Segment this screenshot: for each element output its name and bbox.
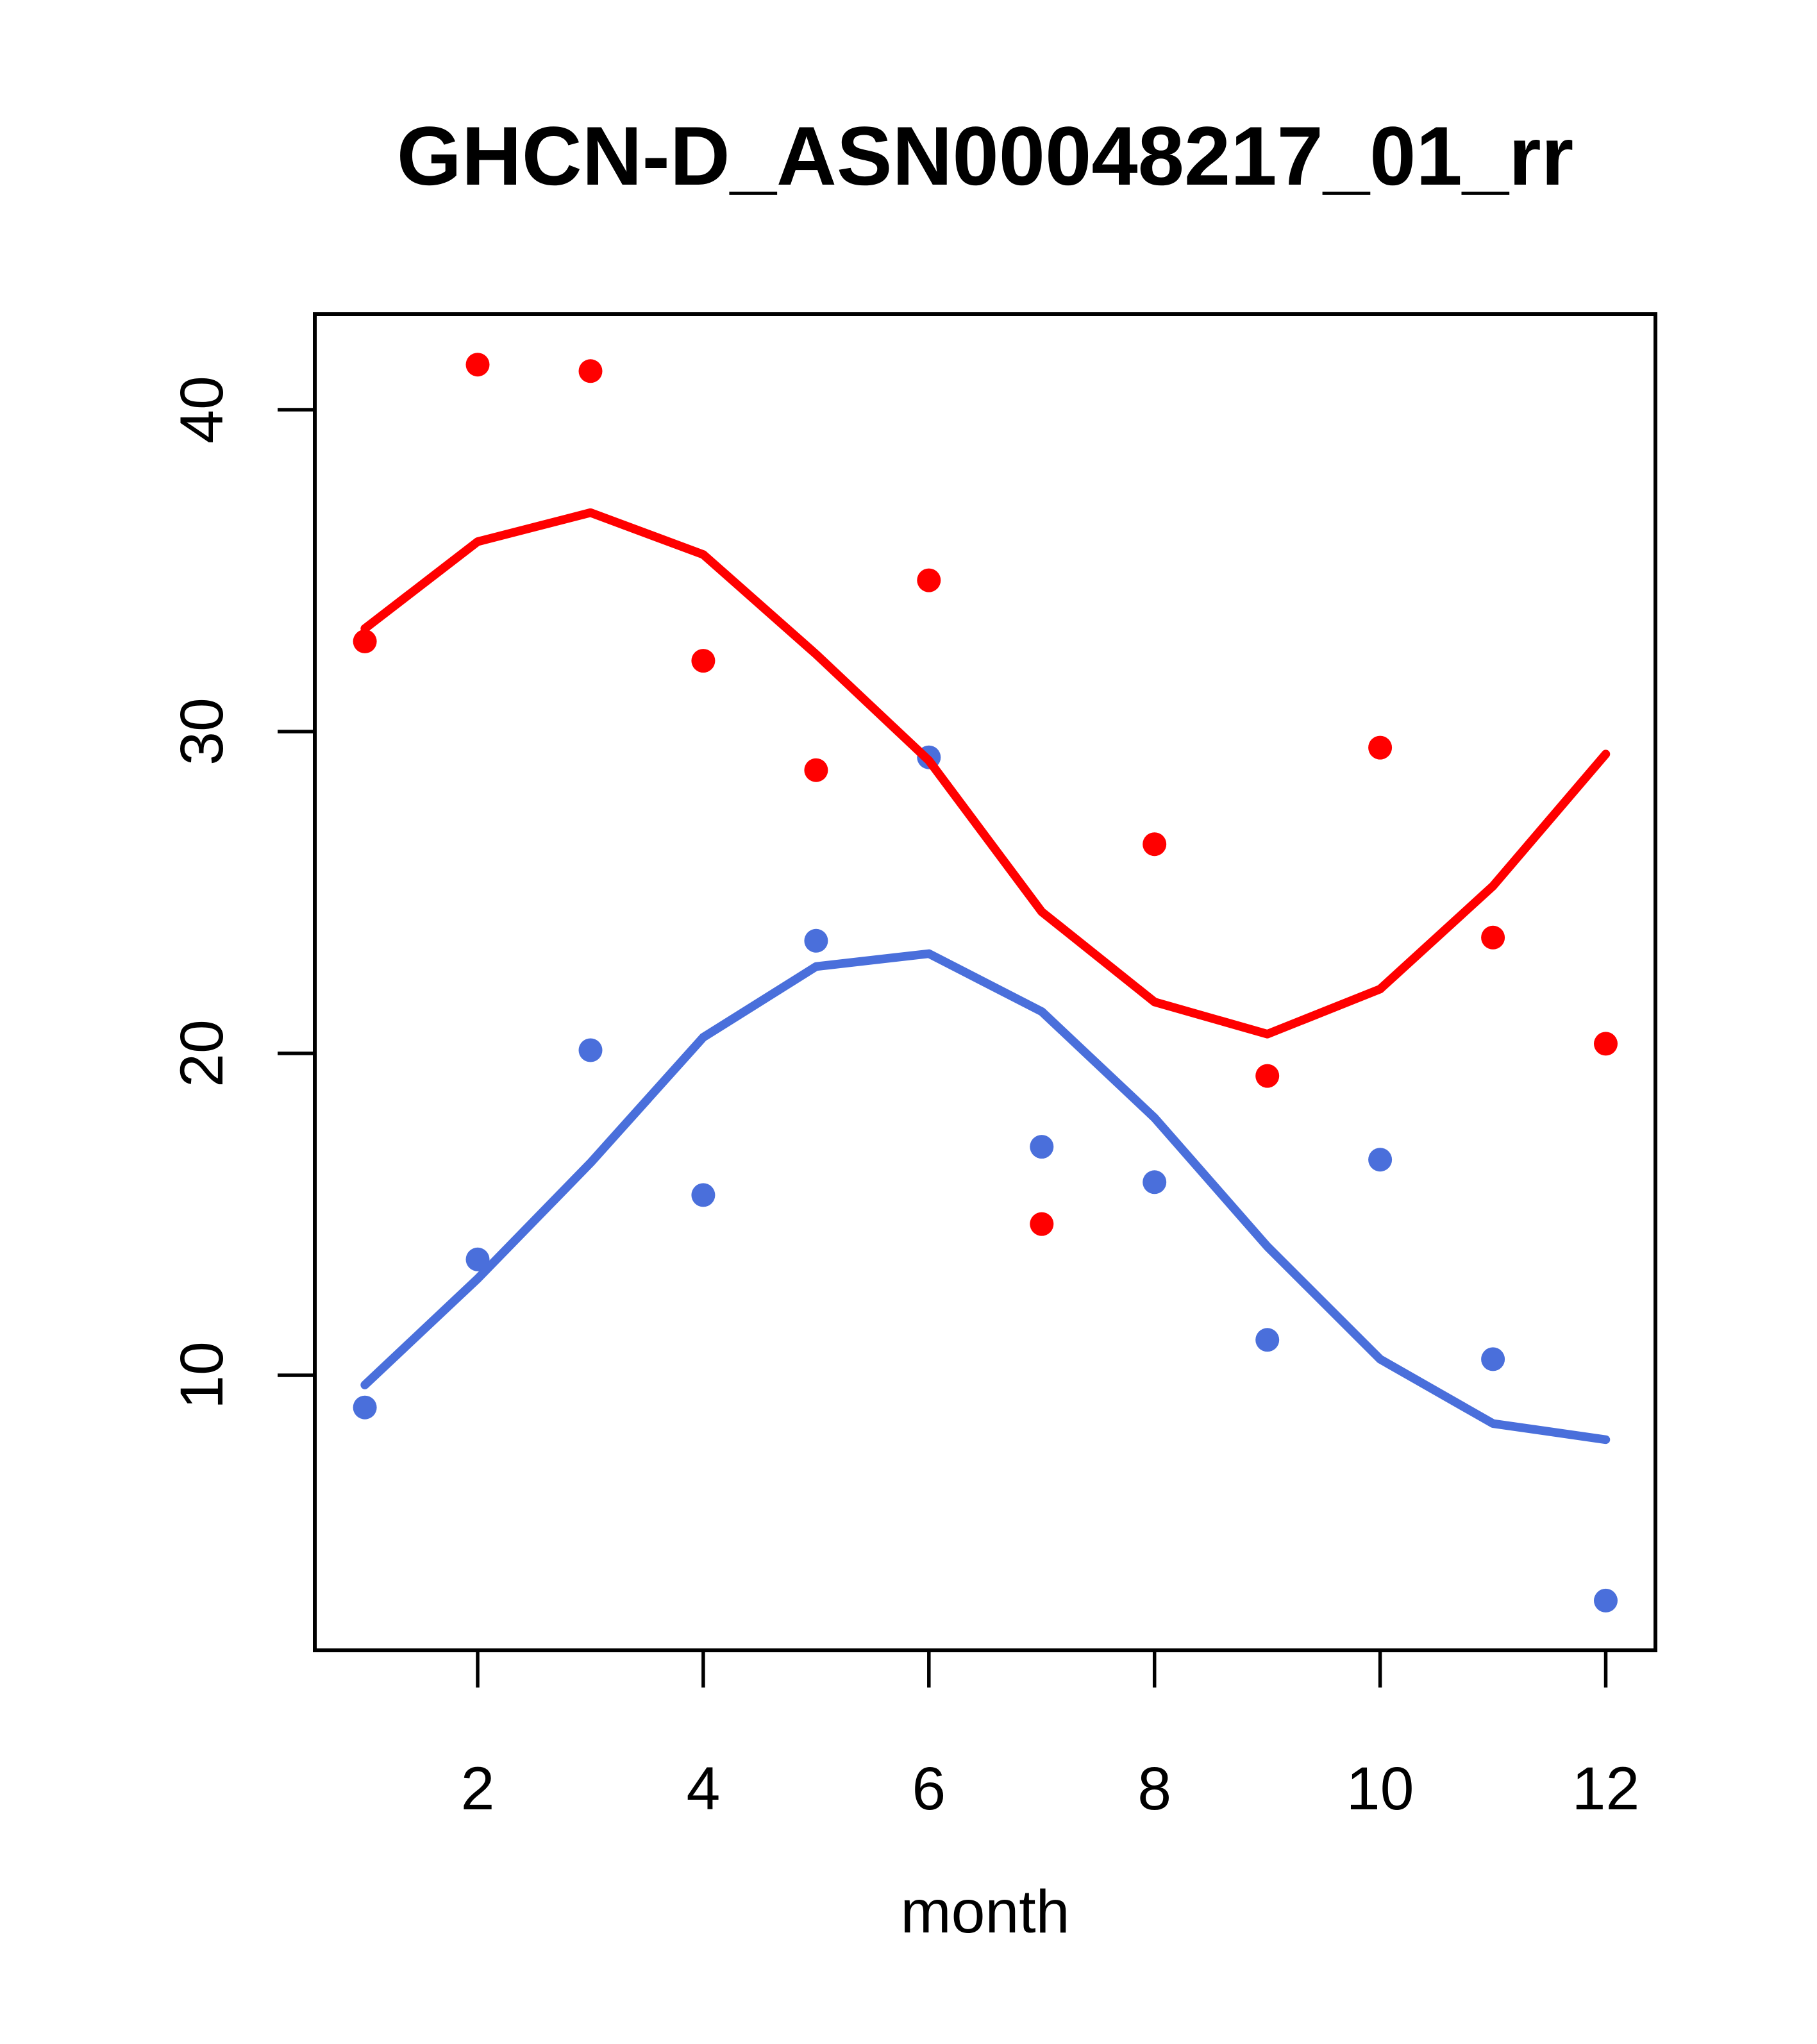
- blue-points-dot: [1030, 1135, 1054, 1159]
- x-tick-label: 4: [686, 1755, 720, 1823]
- red-points-dot: [353, 629, 377, 653]
- blue-trend-line: [360, 949, 1611, 1445]
- chart-title: GHCN-D_ASN00048217_01_rr: [396, 109, 1574, 203]
- red-points-dot: [1481, 925, 1505, 950]
- red-points-dot: [1143, 832, 1167, 857]
- blue-points-dot: [804, 928, 828, 953]
- blue-points-dot: [353, 1395, 377, 1420]
- blue-points-dot: [1594, 1588, 1618, 1613]
- y-tick-label: 30: [168, 698, 236, 766]
- red-points-dot: [804, 758, 828, 782]
- red-points-dot: [578, 359, 603, 383]
- blue-points-dot: [1143, 1170, 1167, 1194]
- blue-points-dot: [578, 1038, 603, 1062]
- x-tick-label: 12: [1572, 1755, 1640, 1823]
- red-points-dot: [691, 649, 716, 673]
- blue-points-dot: [465, 1247, 490, 1271]
- red-points-dot: [465, 353, 490, 377]
- red-points-dot: [1368, 735, 1393, 760]
- red-trend-line: [360, 508, 1611, 1039]
- x-tick-label: 8: [1137, 1755, 1171, 1823]
- plot-border: [313, 312, 1657, 1652]
- x-tick-label: 10: [1346, 1755, 1414, 1823]
- x-axis-title: month: [900, 1878, 1070, 1946]
- blue-points-dot: [1368, 1148, 1393, 1172]
- y-tick-label: 20: [168, 1019, 236, 1087]
- blue-points-dot: [1481, 1347, 1505, 1371]
- red-points-dot: [917, 568, 941, 592]
- blue-points-dot: [1255, 1328, 1280, 1352]
- x-tick-label: 2: [461, 1755, 495, 1823]
- red-points-dot: [1255, 1064, 1280, 1088]
- y-tick-label: 10: [168, 1341, 236, 1409]
- red-points-dot: [1594, 1032, 1618, 1056]
- blue-points-dot: [691, 1183, 716, 1207]
- y-tick-label: 40: [168, 376, 236, 444]
- x-tick-label: 6: [912, 1755, 946, 1823]
- red-points-dot: [1030, 1212, 1054, 1236]
